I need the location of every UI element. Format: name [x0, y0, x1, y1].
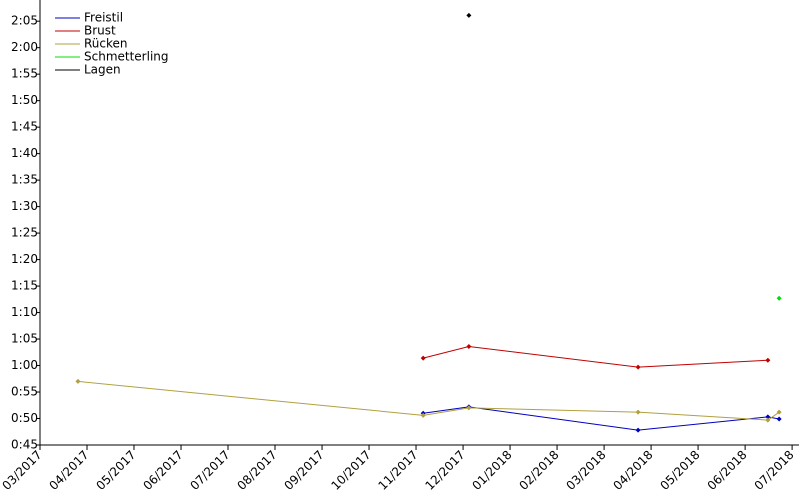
x-tick-label: 12/2017 — [423, 448, 468, 493]
y-tick-label: 2:05 — [11, 14, 38, 28]
x-tick-label: 07/2018 — [752, 448, 797, 493]
x-tick-label: 04/2017 — [46, 448, 91, 493]
y-tick-label: 1:25 — [11, 226, 38, 240]
x-tick-label: 09/2017 — [281, 448, 326, 493]
y-tick-label: 0:45 — [11, 438, 38, 452]
y-tick-label: 1:20 — [11, 252, 38, 266]
x-tick-label: 01/2018 — [469, 448, 514, 493]
x-tick-label: 05/2017 — [93, 448, 138, 493]
data-point — [466, 343, 472, 349]
x-tick-label: 03/2018 — [564, 448, 609, 493]
x-tick-label: 03/2017 — [0, 448, 45, 493]
y-tick-label: 1:00 — [11, 358, 38, 372]
y-tick-label: 1:50 — [11, 93, 38, 107]
y-tick-label: 1:40 — [11, 146, 38, 160]
data-point — [765, 417, 771, 423]
x-tick-label: 05/2018 — [658, 448, 703, 493]
series-line — [423, 406, 780, 431]
data-point — [466, 12, 472, 18]
data-point — [776, 416, 782, 422]
y-tick-label: 1:45 — [11, 120, 38, 134]
data-point — [420, 412, 426, 418]
x-tick-label: 08/2017 — [234, 448, 279, 493]
x-tick-label: 06/2018 — [705, 448, 750, 493]
data-point — [75, 378, 81, 384]
series-line — [77, 380, 780, 421]
series-line — [423, 345, 768, 368]
x-tick-label: 10/2017 — [328, 448, 373, 493]
legend-label: Lagen — [84, 63, 121, 77]
y-tick-label: 1:10 — [11, 305, 38, 319]
x-tick-label: 06/2017 — [140, 448, 185, 493]
data-point — [635, 427, 641, 433]
y-tick-label: 1:15 — [11, 279, 38, 293]
y-tick-label: 1:05 — [11, 332, 38, 346]
data-point — [765, 357, 771, 363]
y-tick-label: 0:55 — [11, 385, 38, 399]
legend-label: Brust — [84, 24, 116, 38]
x-tick-label: 07/2017 — [187, 448, 232, 493]
legend-label: Schmetterling — [84, 50, 169, 64]
x-tick-label: 11/2017 — [375, 448, 420, 493]
data-point — [466, 405, 472, 411]
data-point — [765, 414, 771, 420]
legend-label: Freistil — [84, 11, 123, 25]
y-tick-label: 2:00 — [11, 40, 38, 54]
data-point — [776, 409, 782, 415]
legend-label: Rücken — [84, 37, 128, 51]
x-tick-label: 04/2018 — [611, 448, 656, 493]
y-tick-label: 1:30 — [11, 199, 38, 213]
y-tick-label: 0:50 — [11, 411, 38, 425]
x-tick-label: 02/2018 — [516, 448, 561, 493]
y-tick-label: 1:35 — [11, 173, 38, 187]
data-point — [635, 409, 641, 415]
data-point — [776, 295, 782, 301]
data-point — [635, 364, 641, 370]
data-point — [420, 355, 426, 361]
y-tick-label: 1:55 — [11, 67, 38, 81]
